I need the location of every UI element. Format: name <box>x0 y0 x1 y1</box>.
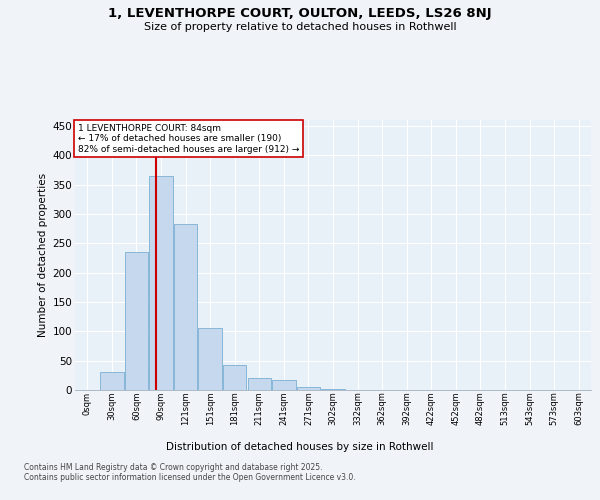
Y-axis label: Number of detached properties: Number of detached properties <box>38 173 49 337</box>
Bar <box>223 366 247 390</box>
Bar <box>149 176 173 390</box>
Text: Contains HM Land Registry data © Crown copyright and database right 2025.
Contai: Contains HM Land Registry data © Crown c… <box>24 462 356 482</box>
Text: Distribution of detached houses by size in Rothwell: Distribution of detached houses by size … <box>166 442 434 452</box>
Bar <box>272 380 296 390</box>
Text: 1 LEVENTHORPE COURT: 84sqm
← 17% of detached houses are smaller (190)
82% of sem: 1 LEVENTHORPE COURT: 84sqm ← 17% of deta… <box>77 124 299 154</box>
Bar <box>100 372 124 390</box>
Bar <box>297 387 320 390</box>
Bar <box>248 378 271 390</box>
Bar <box>174 224 197 390</box>
Text: 1, LEVENTHORPE COURT, OULTON, LEEDS, LS26 8NJ: 1, LEVENTHORPE COURT, OULTON, LEEDS, LS2… <box>108 8 492 20</box>
Bar <box>322 389 344 390</box>
Text: Size of property relative to detached houses in Rothwell: Size of property relative to detached ho… <box>143 22 457 32</box>
Bar <box>125 252 148 390</box>
Bar <box>199 328 222 390</box>
